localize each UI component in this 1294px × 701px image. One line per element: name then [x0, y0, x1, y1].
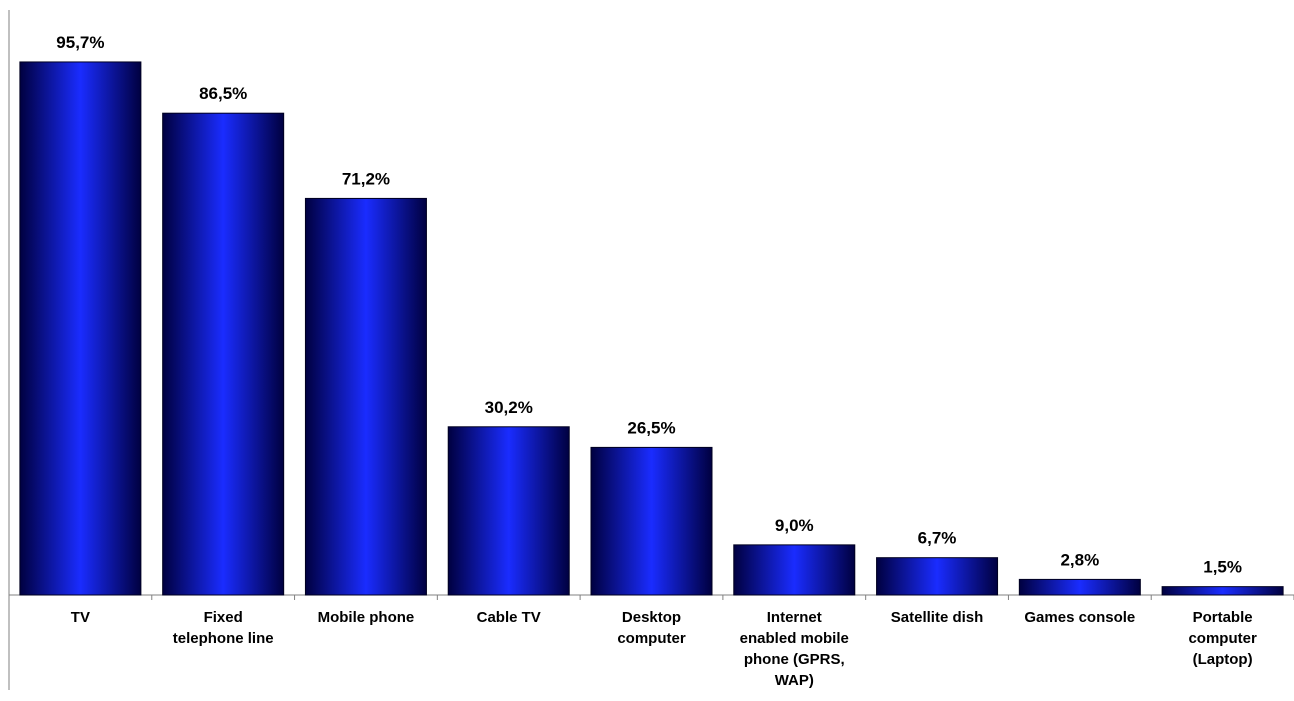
bar: [1018, 578, 1141, 596]
category-label: Games console: [1024, 609, 1135, 626]
category-label: Desktop computer: [617, 609, 686, 647]
bar-value-label: 95,7%: [56, 33, 104, 52]
category-label: Portable computer (Laptop): [1188, 609, 1257, 668]
bar: [162, 112, 285, 596]
bar: [19, 61, 142, 596]
bar: [876, 557, 999, 596]
category-label: Satellite dish: [891, 609, 984, 626]
category-label: Internet enabled mobile phone (GPRS, WAP): [740, 609, 849, 689]
bar-value-label: 30,2%: [485, 398, 533, 417]
bar-value-label: 26,5%: [627, 418, 675, 437]
category-label: Fixed telephone line: [173, 609, 274, 647]
category-label: Mobile phone: [318, 609, 415, 626]
category-label: TV: [71, 609, 90, 626]
bar-value-label: 71,2%: [342, 169, 390, 188]
bar: [1161, 586, 1284, 596]
bar: [447, 426, 570, 596]
bar-value-label: 86,5%: [199, 84, 247, 103]
bar: [590, 446, 713, 596]
bar-value-label: 9,0%: [775, 516, 814, 535]
category-label: Cable TV: [477, 609, 541, 626]
bar-value-label: 6,7%: [918, 529, 957, 548]
bar-value-label: 1,5%: [1203, 558, 1242, 577]
bar-value-label: 2,8%: [1060, 550, 1099, 569]
bar: [304, 197, 427, 596]
bar: [733, 544, 856, 596]
